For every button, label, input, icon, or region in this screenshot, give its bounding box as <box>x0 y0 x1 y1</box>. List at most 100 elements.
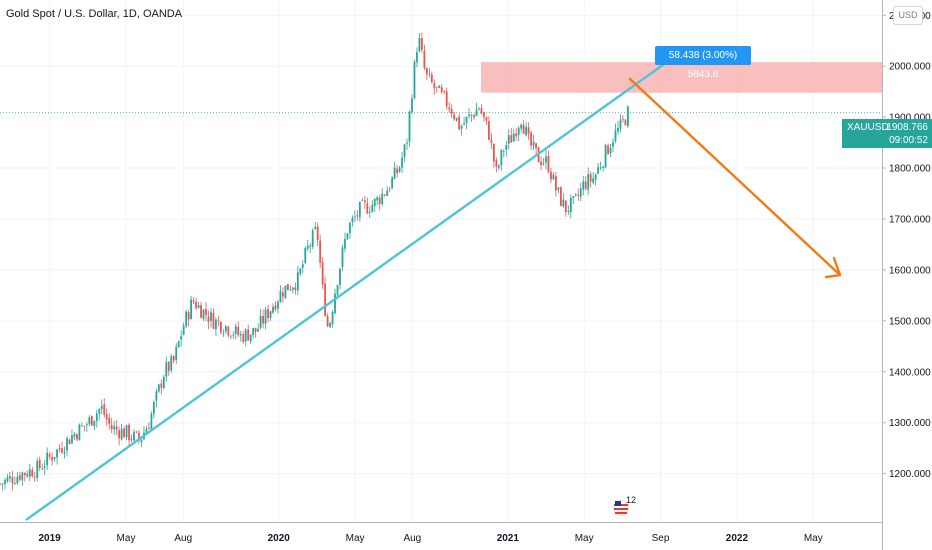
currency-button[interactable]: USD <box>893 6 923 25</box>
candle-body <box>520 124 523 129</box>
candle-body <box>272 306 274 313</box>
candle-body <box>331 311 334 325</box>
resistance-zone-rect[interactable] <box>481 62 882 93</box>
candle-body <box>358 201 361 218</box>
candle-body <box>324 283 327 316</box>
candle-body <box>361 199 364 201</box>
candle-body <box>100 405 103 410</box>
candle-body <box>157 384 160 392</box>
candle-body <box>378 197 381 204</box>
candle-body <box>113 426 116 430</box>
candle-body <box>478 108 480 110</box>
candle-body <box>559 187 562 206</box>
trendline[interactable] <box>25 59 670 521</box>
candle-body <box>187 312 190 320</box>
candle-body <box>229 335 232 337</box>
candle-body <box>485 116 488 121</box>
candle-body <box>68 439 71 445</box>
candle-body <box>532 141 535 146</box>
candle-body <box>386 190 389 196</box>
candle-body <box>21 472 24 481</box>
candle-body <box>123 428 125 438</box>
candle-body <box>383 194 386 196</box>
candle-body <box>326 316 329 327</box>
y-tick-label: 1300.000 <box>889 418 931 429</box>
candle-body <box>286 284 289 291</box>
price-label-value: 1908.766 <box>886 122 928 133</box>
candle-body <box>515 133 518 137</box>
candle-body <box>592 178 595 183</box>
candle-body <box>396 168 398 173</box>
candle-body <box>291 287 294 290</box>
candle-body <box>43 466 46 469</box>
candle-body <box>259 315 262 328</box>
candle-body <box>185 311 188 327</box>
candle-body <box>90 416 93 426</box>
candle-body <box>450 109 453 114</box>
candle-body <box>346 233 349 240</box>
time-axis[interactable]: 2019 May Aug 2020 May Aug 2021 May Sep 2022 May <box>0 522 882 545</box>
candle-body <box>495 160 498 167</box>
candle-body <box>329 323 331 327</box>
price-label-countdown: 09:00:52 <box>889 135 928 146</box>
candle-body <box>219 321 222 333</box>
candle-body <box>373 199 376 206</box>
candle-body <box>215 319 217 330</box>
candle-body <box>443 91 446 92</box>
candle-body <box>247 329 250 341</box>
candle-body <box>46 452 49 466</box>
x-tick-label: 2020 <box>268 533 291 544</box>
candle-body <box>269 311 272 318</box>
candle-body <box>527 127 530 134</box>
candle-body <box>356 215 359 217</box>
candle-body <box>542 163 545 165</box>
candle-body <box>95 413 98 422</box>
us-flag-icon[interactable]: 12 <box>613 495 636 517</box>
drawing-overlays[interactable] <box>0 59 882 521</box>
candle-body <box>574 194 577 196</box>
resistance-zone[interactable] <box>481 62 882 93</box>
candle-body <box>267 308 269 319</box>
candle-body <box>351 217 354 222</box>
candle-body <box>1 483 4 485</box>
candle-body <box>105 414 108 420</box>
candle-body <box>182 325 185 335</box>
candle-body <box>296 272 299 291</box>
candle-body <box>617 128 619 132</box>
candle-body <box>262 316 264 324</box>
candle-body <box>242 334 245 343</box>
y-tick-label: 1900.000 <box>889 113 931 124</box>
forecast-arrow-line[interactable] <box>628 77 842 277</box>
price-axis-panel[interactable] <box>882 0 932 550</box>
candle-body <box>393 167 396 179</box>
x-tick-label: Aug <box>174 533 192 544</box>
candle-body <box>552 174 555 180</box>
price-axis[interactable]: 2100.0002000.0001900.0001800.0001700.000… <box>882 0 932 550</box>
candle-body <box>609 147 612 154</box>
symbol-title: Gold Spot / U.S. Dollar, 1D, OANDA <box>6 8 183 20</box>
candle-body <box>577 194 580 196</box>
candle-body <box>237 326 240 336</box>
candle-body <box>289 289 292 291</box>
candle-body <box>550 171 552 180</box>
candle-body <box>309 245 312 247</box>
candle-body <box>336 285 339 295</box>
candle-body <box>172 356 175 361</box>
candle-body <box>505 145 508 150</box>
candle-body <box>535 143 537 149</box>
candle-body <box>33 476 36 478</box>
candle-body <box>207 316 210 322</box>
x-tick-label: Sep <box>652 533 670 544</box>
candle-body <box>160 383 163 388</box>
forecast-arrow-head[interactable] <box>824 256 842 279</box>
candle-body <box>622 118 624 120</box>
measure-tooltip: 58.438 (3.00%) 5843.8 <box>655 46 751 80</box>
candle-body <box>93 420 96 427</box>
candle-body <box>398 167 401 172</box>
candle-body <box>612 142 614 147</box>
candle-body <box>167 361 170 371</box>
candle-body <box>133 431 135 441</box>
candle-body <box>0 483 1 485</box>
candle-body <box>438 85 441 89</box>
